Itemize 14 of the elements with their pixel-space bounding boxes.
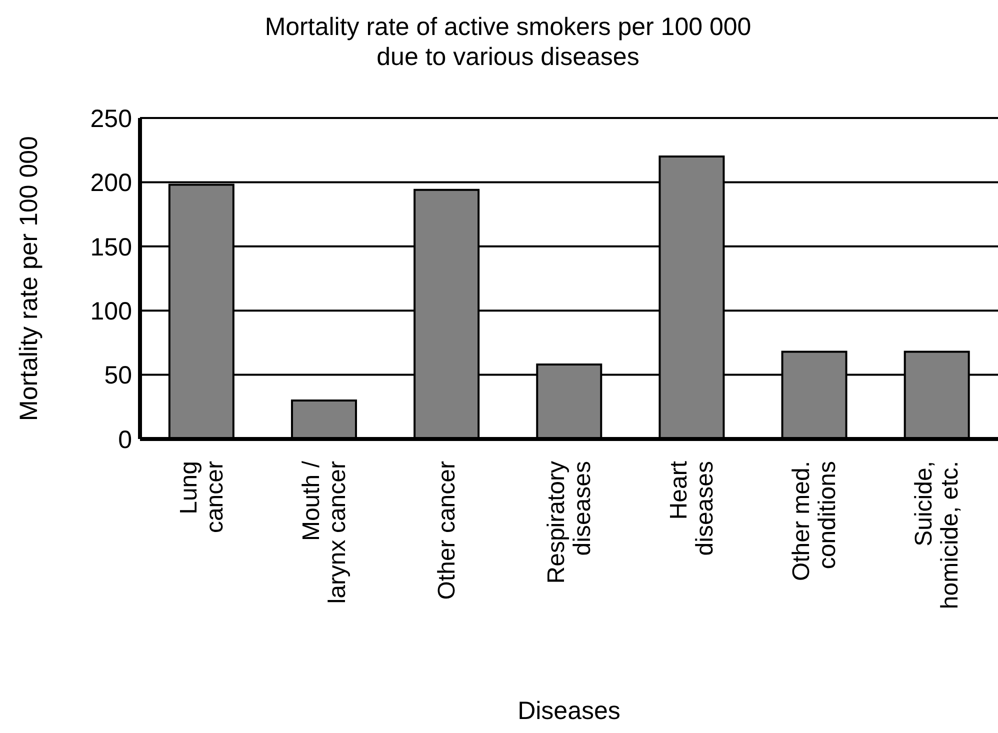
x-tick-label: Lung cancer bbox=[175, 461, 228, 534]
y-axis-title: Mortality rate per 100 000 bbox=[14, 136, 43, 421]
y-tick-label: 150 bbox=[90, 233, 132, 262]
x-axis-title: Diseases bbox=[518, 697, 620, 725]
x-tick-label: Other cancer bbox=[433, 461, 460, 600]
chart-title: Mortality rate of active smokers per 100 000 due to various diseases bbox=[264, 12, 752, 72]
y-tick-label: 250 bbox=[90, 104, 132, 133]
y-tick-label: 100 bbox=[90, 297, 132, 326]
x-tick-label: Heart diseases bbox=[666, 460, 719, 556]
y-tick-label: 50 bbox=[104, 362, 132, 390]
x-tick-label: Suicide, homicide, etc. bbox=[910, 461, 964, 610]
y-tick-label: 200 bbox=[90, 169, 132, 198]
x-tick-label: Respiratory diseases bbox=[543, 461, 596, 584]
y-tick-label: 0 bbox=[118, 426, 132, 454]
